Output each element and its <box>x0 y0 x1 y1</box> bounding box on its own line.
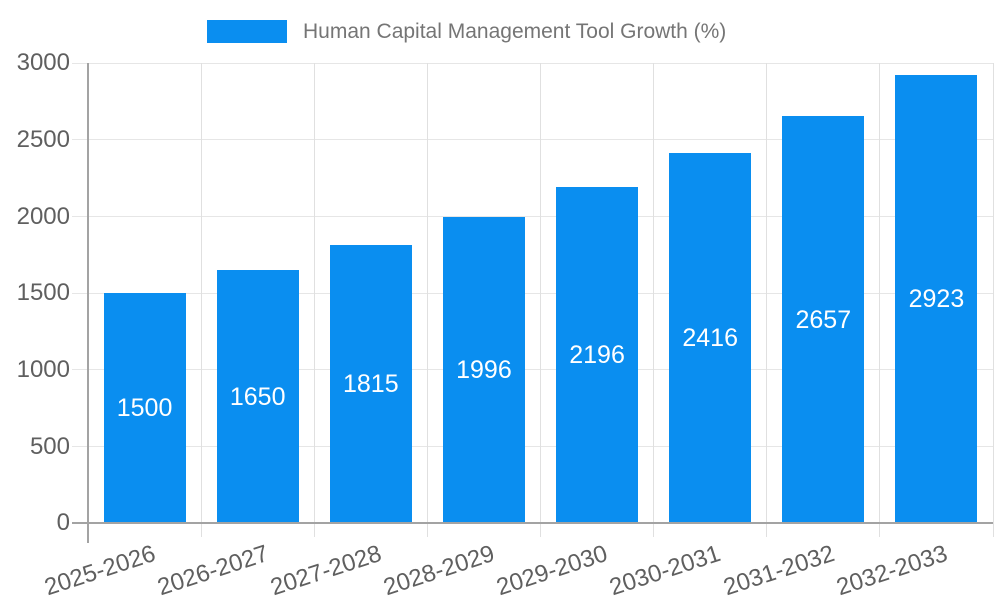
x-axis-tick-label: 2025-2026 <box>41 540 159 600</box>
y-axis-line <box>87 63 89 543</box>
bar-value-label: 2196 <box>569 340 625 369</box>
gridline-horizontal <box>72 62 993 64</box>
x-axis-tick-label: 2031-2032 <box>719 540 838 600</box>
x-axis-tick-label: 2028-2029 <box>380 540 498 600</box>
gridline-vertical <box>766 63 768 537</box>
gridline-vertical <box>200 63 202 537</box>
legend-swatch <box>207 20 287 43</box>
bar-value-label: 2416 <box>682 324 738 353</box>
x-axis-tick-label: 2030-2031 <box>606 540 725 600</box>
x-axis-tick-label: 2026-2027 <box>154 540 272 600</box>
gridline-horizontal <box>72 292 993 294</box>
bar-value-label: 1650 <box>229 382 286 411</box>
bar-value-label: 1500 <box>116 394 173 423</box>
x-axis-tick-label: 2027-2028 <box>267 540 385 600</box>
bar-value-label: 2923 <box>908 285 965 314</box>
y-axis-tick-label: 2500 <box>16 125 70 153</box>
y-axis-tick-label: 500 <box>29 432 70 460</box>
bar-2030-2031 <box>669 152 752 524</box>
gridline-horizontal <box>72 369 993 371</box>
bar-2026-2027 <box>216 270 299 524</box>
gridline-vertical <box>313 63 315 537</box>
gridline-vertical <box>653 63 655 537</box>
gridline-vertical <box>879 63 881 537</box>
gridline-vertical <box>426 63 428 537</box>
gridline-horizontal <box>72 139 993 141</box>
gridline-horizontal <box>72 446 993 448</box>
bar-2031-2032 <box>782 115 865 524</box>
gridline-vertical <box>992 63 994 537</box>
bar-2025-2026 <box>103 293 186 524</box>
chart-title: Human Capital Management Tool Growth (%) <box>303 20 727 43</box>
y-axis-tick-label: 3000 <box>16 49 70 77</box>
bar-2027-2028 <box>329 245 412 524</box>
bar-value-label: 1996 <box>456 356 512 385</box>
gridline-horizontal <box>72 216 993 218</box>
y-axis-tick-label: 1500 <box>16 279 70 307</box>
bar-value-label: 1815 <box>343 370 399 399</box>
y-axis-tick-label: 2000 <box>16 202 70 230</box>
y-axis-tick-label: 1000 <box>16 355 70 383</box>
x-axis-tick-label: 2029-2030 <box>493 540 612 600</box>
x-axis-line <box>72 522 993 525</box>
legend: Human Capital Management Tool Growth (%) <box>207 20 726 43</box>
gridline-vertical <box>540 63 541 537</box>
bar-value-label: 2657 <box>795 305 852 334</box>
bar-2032-2033 <box>895 75 978 524</box>
x-axis-tick-label: 2032-2033 <box>832 540 951 600</box>
bar-2029-2030 <box>556 186 639 524</box>
bar-2028-2029 <box>442 217 525 524</box>
y-axis-tick-label: 0 <box>56 509 70 537</box>
